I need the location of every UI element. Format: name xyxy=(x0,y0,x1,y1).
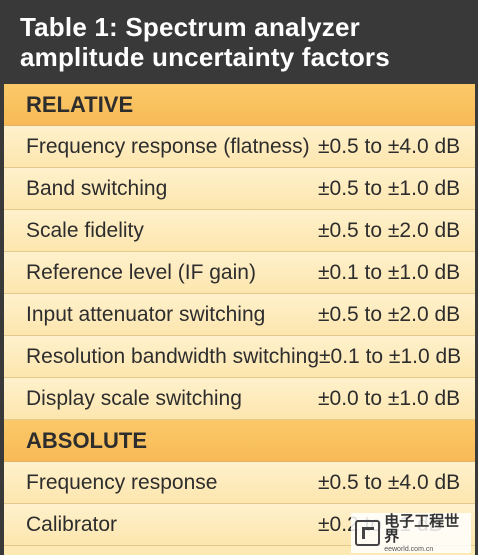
row-value: ±0.5 to ±1.0 dB xyxy=(318,176,461,200)
table-row: Reference level (IF gain) ±0.1 to ±1.0 d… xyxy=(4,252,475,294)
table-row: Frequency response ±0.5 to ±4.0 dB xyxy=(4,462,475,504)
table-row: Display scale switching ±0.0 to ±1.0 dB xyxy=(4,378,475,420)
row-value: ±0.0 to ±1.0 dB xyxy=(318,386,461,410)
table-row: Resolution bandwidth switching ±0.1 to ±… xyxy=(4,336,475,378)
watermark-sub: eeworld.com.cn xyxy=(384,545,434,553)
title-line-2: amplitude uncertainty factors xyxy=(20,42,390,72)
row-label: Resolution bandwidth switching xyxy=(26,344,320,368)
row-label: Calibrator xyxy=(26,512,118,536)
table-row: Band switching ±0.5 to ±1.0 dB xyxy=(4,168,475,210)
row-value: ±0.5 to ±2.0 dB xyxy=(318,302,461,326)
section-heading-absolute: ABSOLUTE xyxy=(4,420,475,462)
row-label: Display scale switching xyxy=(26,386,242,410)
row-value: ±0.1 to ±1.0 dB xyxy=(318,260,461,284)
row-label: Frequency response xyxy=(26,470,218,494)
row-value: ±0.5 to ±2.0 dB xyxy=(318,218,461,242)
section-heading-relative: RELATIVE xyxy=(4,84,475,126)
watermark: 电子工程世界 eeworld.com.cn xyxy=(351,513,471,553)
row-label: Reference level (IF gain) xyxy=(26,260,256,284)
row-value: ±0.5 to ±4.0 dB xyxy=(318,470,461,494)
table-row: Scale fidelity ±0.5 to ±2.0 dB xyxy=(4,210,475,252)
watermark-main: 电子工程世界 xyxy=(384,512,460,545)
row-label: Frequency response (flatness) xyxy=(26,134,310,158)
table-title: Table 1: Spectrum analyzer amplitude unc… xyxy=(4,0,475,84)
row-value: ±0.5 to ±4.0 dB xyxy=(318,134,461,158)
eeworld-logo-icon xyxy=(355,520,381,546)
row-label: Input attenuator switching xyxy=(26,302,266,326)
table-row: Input attenuator switching ±0.5 to ±2.0 … xyxy=(4,294,475,336)
row-label: Scale fidelity xyxy=(26,218,144,242)
row-label: Band switching xyxy=(26,176,168,200)
title-line-1: Table 1: Spectrum analyzer xyxy=(20,12,360,42)
row-value: ±0.1 to ±1.0 dB xyxy=(319,344,462,368)
table-row: Frequency response (flatness) ±0.5 to ±4… xyxy=(4,126,475,168)
watermark-text: 电子工程世界 eeworld.com.cn xyxy=(384,514,471,553)
